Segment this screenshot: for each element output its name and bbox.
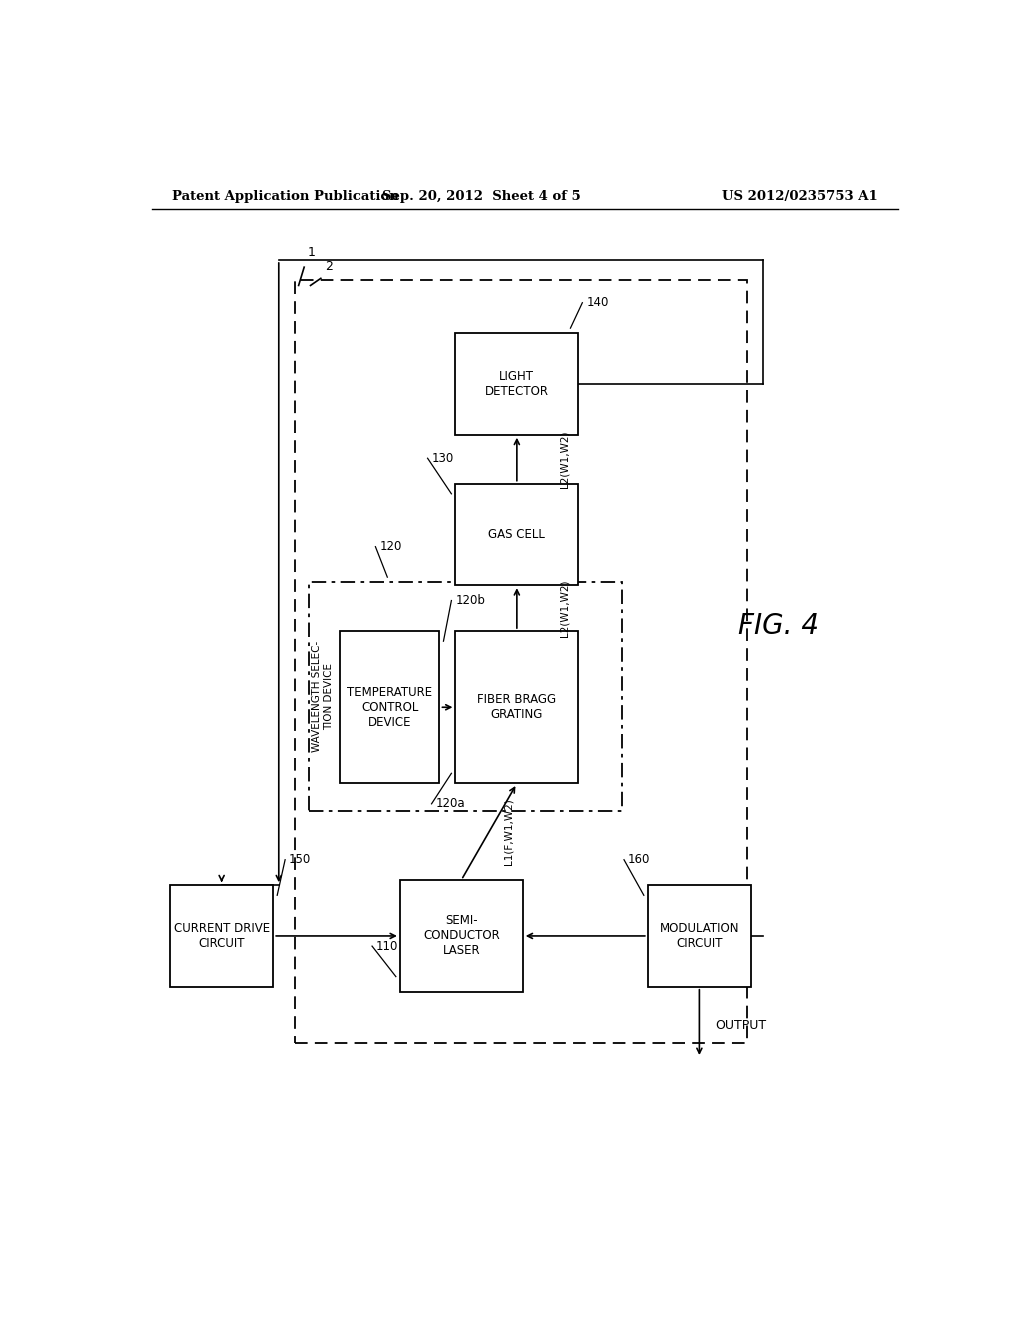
Text: 150: 150	[289, 853, 311, 866]
Bar	[456, 631, 579, 784]
Bar	[309, 582, 623, 810]
Text: 160: 160	[628, 853, 650, 866]
Text: US 2012/0235753 A1: US 2012/0235753 A1	[722, 190, 878, 202]
Text: GAS CELL: GAS CELL	[488, 528, 546, 541]
Text: 1: 1	[308, 246, 316, 259]
Bar	[456, 483, 579, 585]
Text: FIBER BRAGG
GRATING: FIBER BRAGG GRATING	[477, 693, 556, 721]
Text: Sep. 20, 2012  Sheet 4 of 5: Sep. 20, 2012 Sheet 4 of 5	[382, 190, 581, 202]
Text: 2: 2	[325, 260, 333, 273]
Text: L2(W1,W2): L2(W1,W2)	[559, 430, 569, 488]
Bar	[340, 631, 439, 784]
Bar	[399, 880, 523, 991]
Bar	[170, 886, 273, 987]
Text: WAVELENGTH SELEC-
TION DEVICE: WAVELENGTH SELEC- TION DEVICE	[312, 642, 334, 752]
Text: 120a: 120a	[435, 797, 465, 810]
Text: CURRENT DRIVE
CIRCUIT: CURRENT DRIVE CIRCUIT	[174, 921, 269, 950]
Text: 120: 120	[379, 540, 401, 553]
Text: TEMPERATURE
CONTROL
DEVICE: TEMPERATURE CONTROL DEVICE	[347, 686, 432, 729]
Text: 120b: 120b	[456, 594, 485, 607]
Text: LIGHT
DETECTOR: LIGHT DETECTOR	[485, 370, 549, 399]
Text: 130: 130	[431, 451, 454, 465]
Text: L2(W1,W2): L2(W1,W2)	[559, 579, 569, 638]
Text: L1(F,W1,W2): L1(F,W1,W2)	[504, 799, 514, 865]
Text: 110: 110	[376, 940, 398, 953]
Text: OUTPUT: OUTPUT	[715, 1019, 766, 1032]
Text: SEMI-
CONDUCTOR
LASER: SEMI- CONDUCTOR LASER	[423, 915, 500, 957]
Bar	[648, 886, 751, 987]
Text: MODULATION
CIRCUIT: MODULATION CIRCUIT	[659, 921, 739, 950]
Text: 140: 140	[587, 296, 608, 309]
Text: Patent Application Publication: Patent Application Publication	[172, 190, 398, 202]
Text: FIG. 4: FIG. 4	[738, 612, 819, 640]
Bar	[295, 280, 748, 1043]
Bar	[456, 333, 579, 434]
